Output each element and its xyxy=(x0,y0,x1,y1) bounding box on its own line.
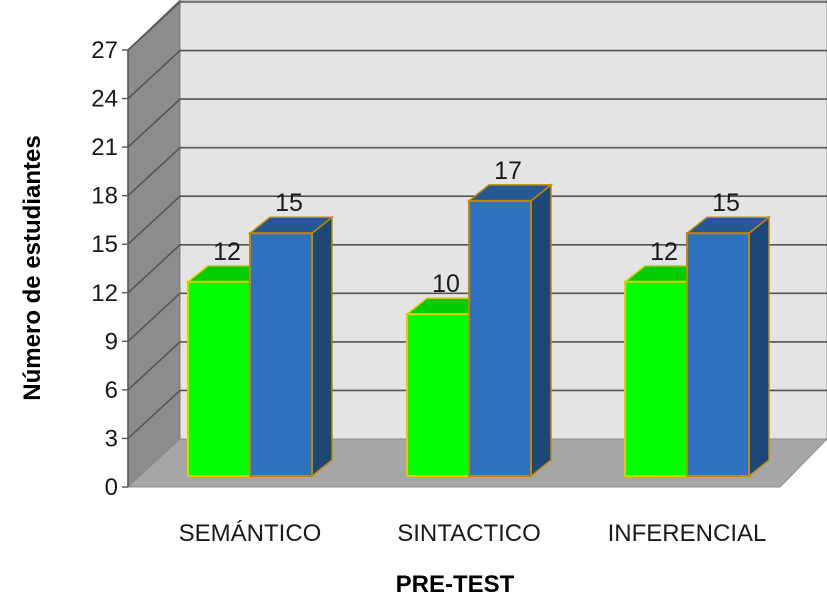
y-tick-label: 9 xyxy=(105,328,118,355)
bar-side-face xyxy=(311,215,333,478)
gridline-side xyxy=(127,244,181,294)
data-label: 12 xyxy=(650,238,678,266)
bar-side-face xyxy=(530,183,552,478)
data-label: 12 xyxy=(213,238,241,266)
y-tick-label: 27 xyxy=(91,37,118,64)
gridline-side xyxy=(127,341,181,391)
y-tick-label: 24 xyxy=(91,86,118,113)
bar-front-face xyxy=(406,313,470,478)
y-axis-title: Número de estudiantes xyxy=(19,135,46,400)
x-tick-label: SEMÁNTICO xyxy=(179,520,322,547)
data-label: 17 xyxy=(494,157,522,185)
y-tick-label: 3 xyxy=(105,425,118,452)
bar xyxy=(684,215,772,478)
gridline-side xyxy=(127,49,181,100)
x-axis-categories: SEMÁNTICO SINTACTICO INFERENCIAL xyxy=(179,520,767,547)
data-labels: 12 15 10 17 12 15 xyxy=(213,157,740,298)
bar-side-face xyxy=(748,215,770,478)
gridline-side xyxy=(127,292,181,342)
y-tick-label: 21 xyxy=(91,134,118,161)
y-tick-label: 15 xyxy=(91,231,118,258)
y-tick-label: 18 xyxy=(91,183,118,210)
bar-front-face xyxy=(624,280,688,477)
bar-front-face xyxy=(468,199,532,478)
gridline-side xyxy=(127,389,181,440)
x-tick-label: SINTACTICO xyxy=(397,520,541,547)
data-label: 10 xyxy=(432,270,460,298)
gridline-side xyxy=(127,147,181,197)
data-label: 15 xyxy=(712,189,740,217)
gridline-side xyxy=(127,195,181,245)
y-tick-label: 6 xyxy=(105,377,118,404)
x-axis-title: PRE-TEST xyxy=(396,571,515,598)
bar xyxy=(466,183,554,478)
bar-front-face xyxy=(187,280,251,477)
y-axis-ticks: 0 3 6 9 12 15 18 21 24 27 xyxy=(91,37,129,501)
bar-front-face xyxy=(249,232,313,477)
y-tick-label: 0 xyxy=(105,474,118,501)
gridline-side xyxy=(127,1,181,51)
x-tick-label: INFERENCIAL xyxy=(608,520,767,547)
y-tick-label: 12 xyxy=(91,280,118,307)
gridline-side xyxy=(127,98,181,148)
bars xyxy=(185,183,772,478)
data-label: 15 xyxy=(275,189,303,217)
bar xyxy=(247,215,335,478)
bar-front-face xyxy=(686,232,750,477)
